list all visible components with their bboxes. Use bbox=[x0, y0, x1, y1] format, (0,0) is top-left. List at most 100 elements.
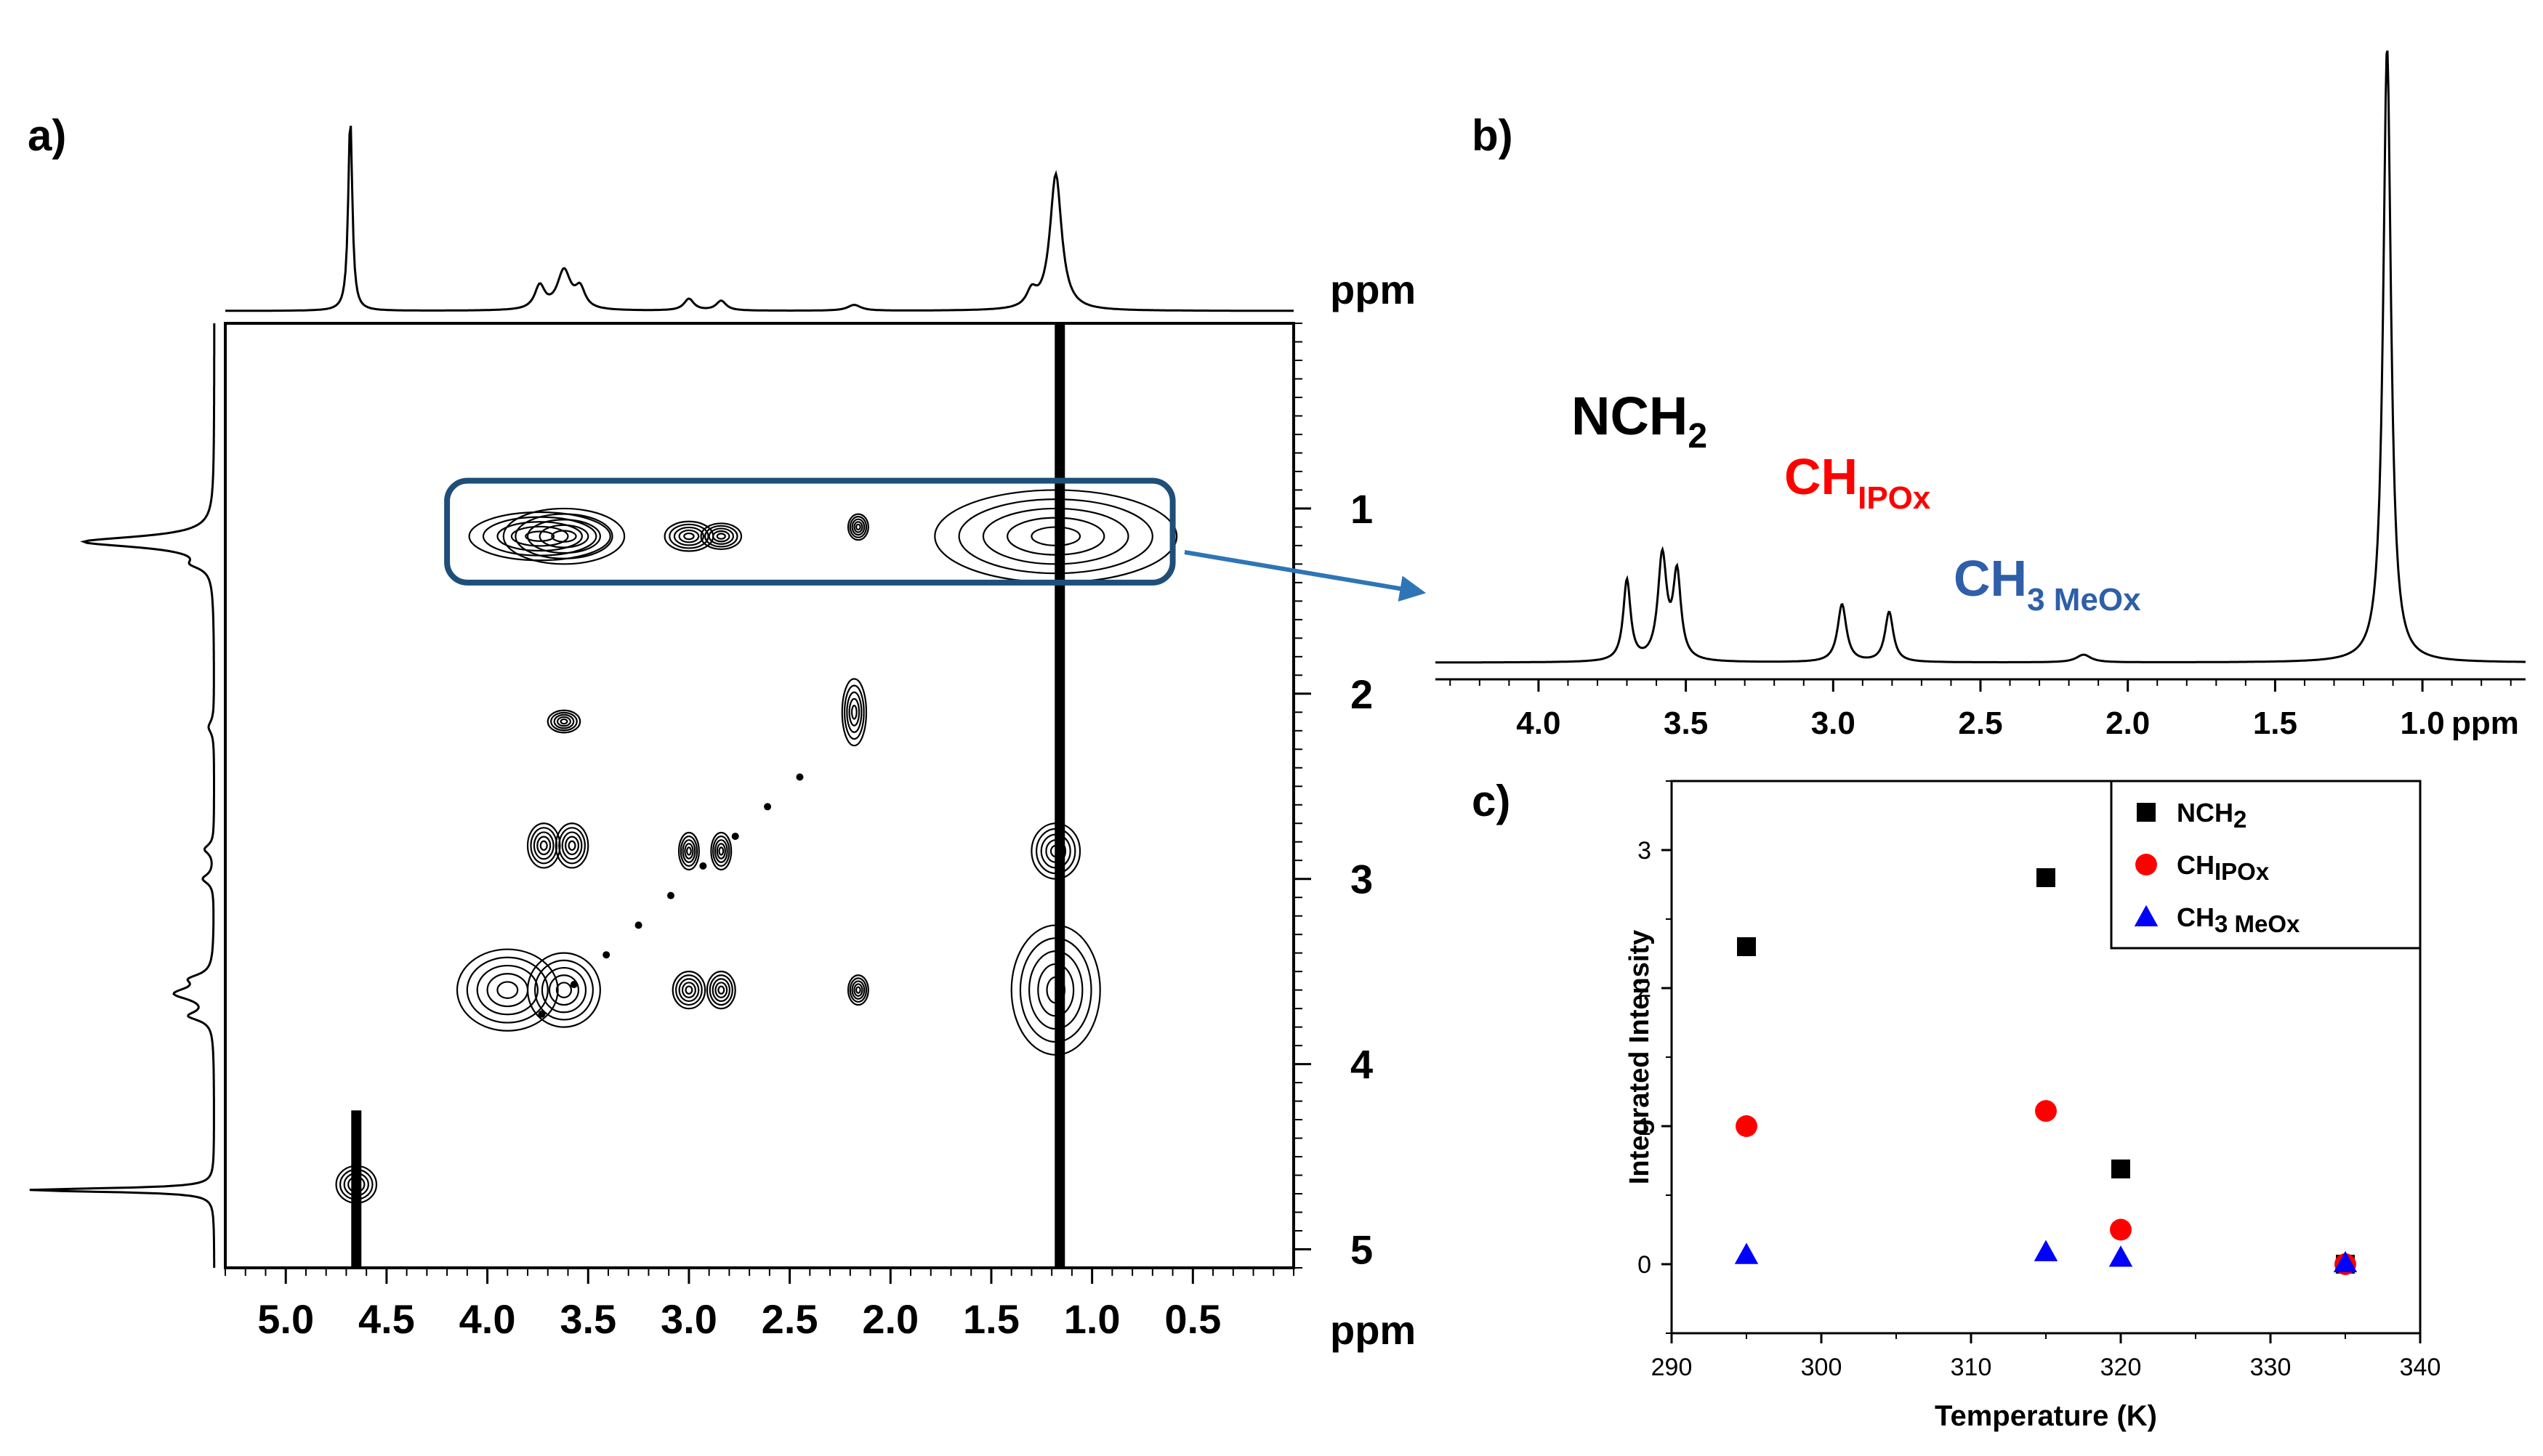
contour-level-4 bbox=[675, 974, 703, 1006]
contour-level-4 bbox=[1019, 937, 1092, 1043]
peak-label-base: CH bbox=[1954, 550, 2027, 607]
cross-peak-1 bbox=[502, 507, 626, 565]
contour-level-2 bbox=[536, 836, 552, 856]
point-2-2 bbox=[2108, 1245, 2133, 1267]
contour-level-5 bbox=[664, 520, 714, 552]
contour-level-2 bbox=[848, 697, 861, 727]
point-1-1 bbox=[2035, 1100, 2057, 1123]
contour-level-1 bbox=[683, 532, 695, 541]
contour-level-1 bbox=[850, 704, 858, 720]
y-tick-label-0: 0 bbox=[1637, 1251, 1651, 1279]
y-tick-label-1: 2 bbox=[1350, 671, 1373, 717]
x-tick-label-5: 2.5 bbox=[762, 1296, 818, 1342]
peak-label-base: CH bbox=[1784, 448, 1858, 505]
contour-level-5 bbox=[1031, 822, 1081, 880]
contour-level-3 bbox=[708, 527, 735, 545]
vertical-ridge-1 bbox=[351, 1110, 362, 1268]
diagonal-peaks bbox=[538, 773, 804, 1018]
contour-level-3 bbox=[1028, 950, 1084, 1030]
x-axis: 290 300 310 320 330 340 bbox=[1651, 1333, 2441, 1381]
legend-label-base: NCH bbox=[2177, 798, 2233, 828]
contour-level-4 bbox=[1036, 828, 1076, 875]
x-tick-label-2: 310 bbox=[1951, 1354, 1992, 1381]
left-projection-line bbox=[29, 323, 216, 1268]
y-tick-label-2: 2 bbox=[1637, 975, 1651, 1003]
x-tick-label-6: 1.0 bbox=[2401, 705, 2445, 741]
contour-level-4 bbox=[530, 827, 558, 865]
y-axis: 0 1 2 3 bbox=[1637, 780, 1672, 1334]
x-tick-label-1: 4.5 bbox=[358, 1296, 415, 1342]
cross-peak-11 bbox=[710, 831, 733, 871]
panel-b-1d-spectrum: 4.0 3.5 3.0 2.5 2.0 1.5 1.0 ppm NCH2CHIPOxCH3 … bbox=[1435, 50, 2526, 741]
left-projection-spectrum bbox=[29, 323, 216, 1268]
contour-level-2 bbox=[539, 524, 589, 549]
cross-peak-4 bbox=[847, 513, 869, 541]
contour-level-4 bbox=[339, 1168, 374, 1200]
y-tick-label-3: 3 bbox=[1637, 837, 1651, 865]
contour-level-2 bbox=[678, 529, 700, 543]
contour-level-3 bbox=[1040, 833, 1071, 869]
x-tick-label-0: 4.0 bbox=[1516, 705, 1560, 741]
peak-label-base: NCH bbox=[1571, 386, 1688, 446]
peak-label-1: CHIPOx bbox=[1784, 448, 1931, 516]
y-tick-label-1: 1 bbox=[1637, 1113, 1651, 1141]
cross-peak-18 bbox=[1010, 924, 1101, 1056]
vertical-ridges bbox=[351, 323, 1065, 1268]
peak-label-subscript: 3 MeOx bbox=[2027, 582, 2141, 618]
contour-level-5 bbox=[526, 822, 561, 869]
x-tick-label-1: 300 bbox=[1801, 1354, 1842, 1381]
contour-level-1 bbox=[551, 530, 577, 543]
diagonal-peak-2 bbox=[731, 833, 739, 841]
cross-peak-2 bbox=[664, 520, 714, 552]
contour-level-2 bbox=[486, 973, 529, 1008]
contour-level-2 bbox=[548, 974, 580, 1006]
contour-level-2 bbox=[716, 843, 726, 860]
cross-peak-17 bbox=[847, 974, 869, 1006]
peak-label-subscript: IPOx bbox=[1858, 480, 1931, 516]
x-tick-label-2: 4.0 bbox=[459, 1296, 516, 1342]
contour-level-5 bbox=[526, 952, 601, 1028]
contour-level-1 bbox=[1031, 526, 1081, 546]
x-tick-label-5: 340 bbox=[2400, 1354, 2441, 1381]
contour-level-1 bbox=[539, 840, 548, 852]
contour-level-5 bbox=[547, 709, 581, 734]
contour-level-3 bbox=[846, 691, 863, 733]
x-tick-label-4: 2.0 bbox=[2105, 705, 2150, 741]
peak-label-2: CH3 MeOx bbox=[1954, 550, 2141, 618]
point-0-0 bbox=[1737, 937, 1756, 956]
y-tick-label-3: 4 bbox=[1350, 1042, 1373, 1088]
contour-level-2 bbox=[853, 983, 863, 997]
contour-level-1 bbox=[525, 530, 555, 542]
x-tick-label-4: 330 bbox=[2250, 1354, 2292, 1381]
contour-level-2 bbox=[1037, 963, 1075, 1017]
contour-level-3 bbox=[343, 1172, 369, 1197]
contour-level-5 bbox=[710, 831, 733, 871]
contour-level-4 bbox=[849, 515, 868, 538]
contour-level-3 bbox=[982, 507, 1129, 565]
cross-peak-3 bbox=[700, 522, 743, 551]
point-0-2 bbox=[2111, 1159, 2130, 1178]
cross-peak-6 bbox=[547, 709, 581, 734]
contour-level-2 bbox=[510, 525, 569, 547]
contour-level-1 bbox=[1046, 976, 1066, 1004]
contour-level-1 bbox=[717, 985, 725, 995]
contour-level-4 bbox=[558, 827, 586, 865]
contour-level-1 bbox=[555, 982, 573, 998]
x-tick-label-1: 3.5 bbox=[1664, 705, 1708, 741]
contour-level-2 bbox=[556, 716, 571, 727]
top-projection-spectrum bbox=[225, 125, 1294, 312]
y-tick-label-4: 5 bbox=[1350, 1227, 1373, 1273]
contour-level-4 bbox=[709, 974, 733, 1006]
contour-level-4 bbox=[843, 684, 865, 740]
contour-level-4 bbox=[712, 835, 730, 867]
contour-level-4 bbox=[515, 513, 613, 559]
x-tick-label-7: 1.5 bbox=[963, 1296, 1020, 1342]
legend-box bbox=[2110, 780, 2422, 950]
cross-peak-7 bbox=[841, 678, 868, 747]
contour-level-3 bbox=[533, 831, 555, 860]
legend-marker-1 bbox=[2135, 854, 2157, 875]
y-axis-label: Integrated Intensity bbox=[1624, 930, 1655, 1185]
contour-level-4 bbox=[849, 977, 868, 1003]
